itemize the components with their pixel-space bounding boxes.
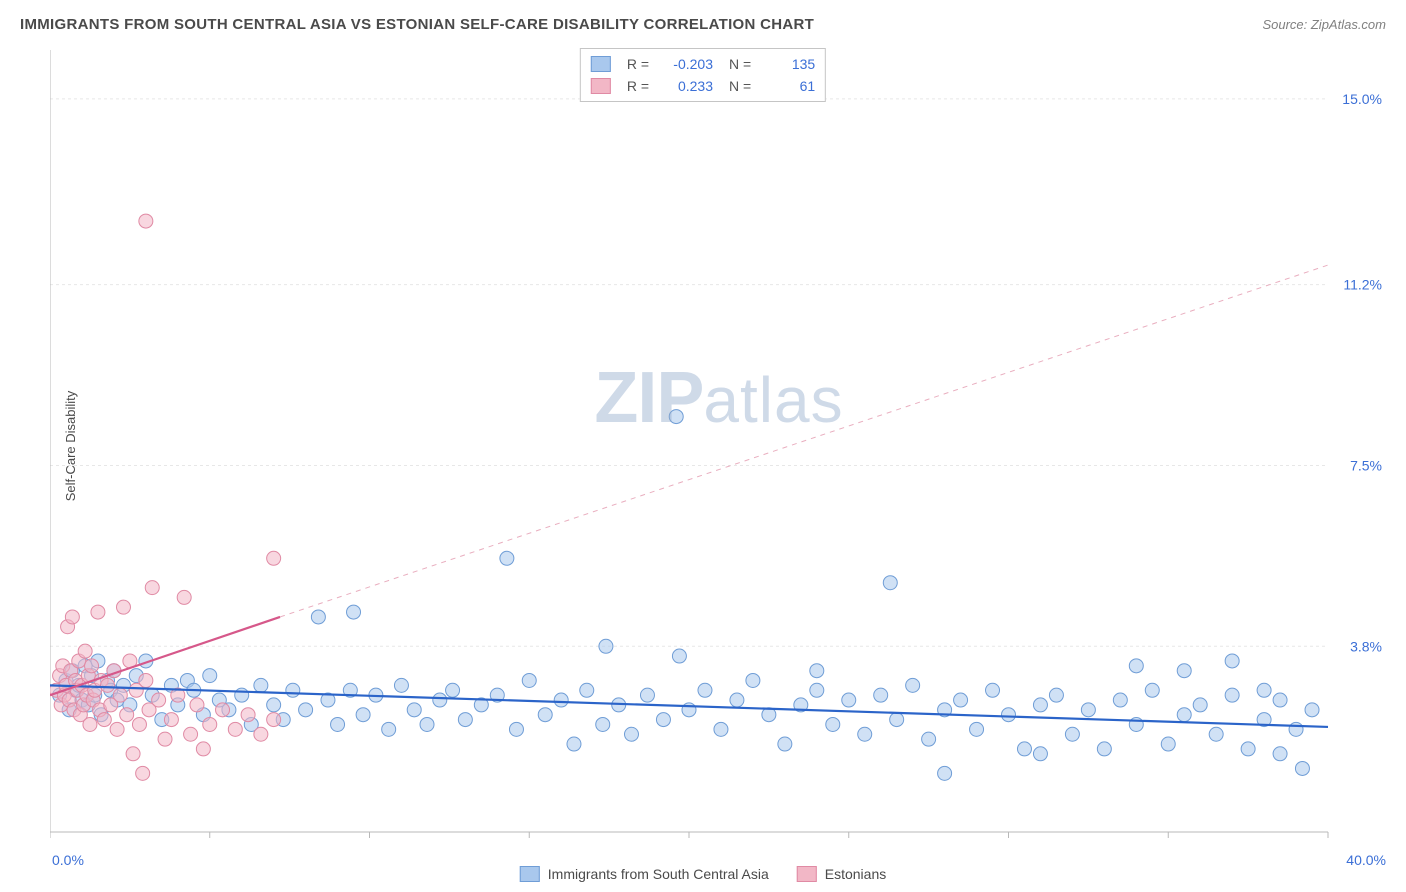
chart-header: IMMIGRANTS FROM SOUTH CENTRAL ASIA VS ES… bbox=[0, 0, 1406, 41]
legend-swatch bbox=[520, 866, 540, 882]
stats-row-2: R = 0.233 N = 61 bbox=[591, 75, 815, 97]
r-label: R = bbox=[627, 56, 649, 72]
n-value-1: 135 bbox=[765, 56, 815, 72]
chart-title: IMMIGRANTS FROM SOUTH CENTRAL ASIA VS ES… bbox=[20, 16, 814, 33]
svg-text:11.2%: 11.2% bbox=[1343, 277, 1382, 293]
scatter-plot: 3.8% 7.5% 11.2% 15.0% bbox=[50, 50, 1388, 842]
svg-text:7.5%: 7.5% bbox=[1350, 457, 1382, 473]
y-axis-label: Self-Care Disability bbox=[63, 391, 78, 502]
legend-label: Estonians bbox=[825, 866, 886, 882]
svg-text:3.8%: 3.8% bbox=[1350, 638, 1382, 654]
svg-text:15.0%: 15.0% bbox=[1342, 91, 1382, 107]
r-value-1: -0.203 bbox=[663, 56, 713, 72]
n-label: N = bbox=[729, 56, 751, 72]
r-label: R = bbox=[627, 78, 649, 94]
legend-item: Estonians bbox=[797, 866, 886, 882]
series-legend: Immigrants from South Central Asia Estoni… bbox=[520, 866, 886, 882]
legend-item: Immigrants from South Central Asia bbox=[520, 866, 769, 882]
stats-row-1: R = -0.203 N = 135 bbox=[591, 53, 815, 75]
stats-swatch-pink bbox=[591, 78, 611, 94]
x-axis-max-label: 40.0% bbox=[1346, 852, 1386, 868]
stats-swatch-blue bbox=[591, 56, 611, 72]
x-axis-min-label: 0.0% bbox=[52, 852, 84, 868]
n-label: N = bbox=[729, 78, 751, 94]
legend-label: Immigrants from South Central Asia bbox=[548, 866, 769, 882]
stats-legend: R = -0.203 N = 135 R = 0.233 N = 61 bbox=[580, 48, 826, 102]
n-value-2: 61 bbox=[765, 78, 815, 94]
r-value-2: 0.233 bbox=[663, 78, 713, 94]
chart-area: Self-Care Disability 3.8%7.5%11.2%15.0% … bbox=[50, 50, 1388, 842]
legend-swatch bbox=[797, 866, 817, 882]
chart-source: Source: ZipAtlas.com bbox=[1262, 17, 1386, 32]
